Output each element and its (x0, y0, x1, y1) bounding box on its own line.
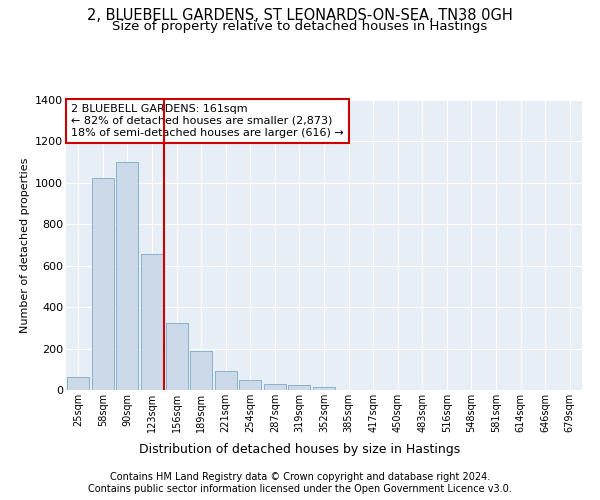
Bar (239, 380, 262, 390)
Text: 2 BLUEBELL GARDENS: 161sqm
← 82% of detached houses are smaller (2,873)
18% of s: 2 BLUEBELL GARDENS: 161sqm ← 82% of deta… (71, 104, 344, 138)
Bar (289, 385, 310, 390)
Bar (141, 254, 163, 390)
Bar (166, 322, 188, 390)
Text: Size of property relative to detached houses in Hastings: Size of property relative to detached ho… (112, 20, 488, 33)
Bar (215, 372, 237, 390)
Bar (67, 376, 89, 390)
Bar (92, 178, 114, 390)
Bar (313, 387, 335, 390)
Y-axis label: Number of detached properties: Number of detached properties (20, 158, 29, 332)
Bar (264, 384, 286, 390)
Text: Contains HM Land Registry data © Crown copyright and database right 2024.: Contains HM Land Registry data © Crown c… (110, 472, 490, 482)
Text: Contains public sector information licensed under the Open Government Licence v3: Contains public sector information licen… (88, 484, 512, 494)
Bar (190, 350, 212, 390)
Text: Distribution of detached houses by size in Hastings: Distribution of detached houses by size … (139, 442, 461, 456)
Bar (116, 162, 139, 390)
Text: 2, BLUEBELL GARDENS, ST LEONARDS-ON-SEA, TN38 0GH: 2, BLUEBELL GARDENS, ST LEONARDS-ON-SEA,… (87, 8, 513, 22)
